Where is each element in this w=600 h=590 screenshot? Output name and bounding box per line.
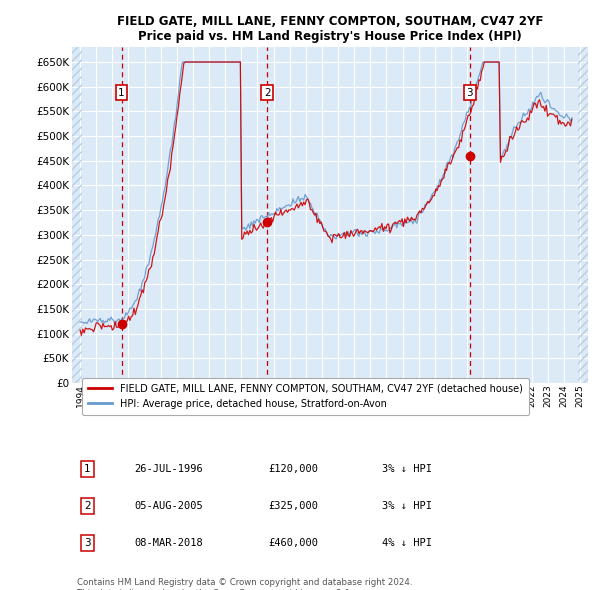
Text: 2: 2 [264, 87, 271, 97]
Text: 3% ↓ HPI: 3% ↓ HPI [382, 464, 431, 474]
Bar [72, 47, 82, 383]
Legend: FIELD GATE, MILL LANE, FENNY COMPTON, SOUTHAM, CV47 2YF (detached house), HPI: A: FIELD GATE, MILL LANE, FENNY COMPTON, SO… [82, 378, 529, 415]
Text: 08-MAR-2018: 08-MAR-2018 [134, 538, 203, 548]
Text: 4% ↓ HPI: 4% ↓ HPI [382, 538, 431, 548]
Text: 1: 1 [118, 87, 125, 97]
Text: £325,000: £325,000 [268, 501, 318, 511]
Bar [578, 47, 588, 383]
Text: 3: 3 [467, 87, 473, 97]
Text: 3% ↓ HPI: 3% ↓ HPI [382, 501, 431, 511]
Text: 2: 2 [84, 501, 91, 511]
Text: 1: 1 [84, 464, 91, 474]
Text: £460,000: £460,000 [268, 538, 318, 548]
Text: 3: 3 [84, 538, 91, 548]
Text: 05-AUG-2005: 05-AUG-2005 [134, 501, 203, 511]
Text: £120,000: £120,000 [268, 464, 318, 474]
Title: FIELD GATE, MILL LANE, FENNY COMPTON, SOUTHAM, CV47 2YF
Price paid vs. HM Land R: FIELD GATE, MILL LANE, FENNY COMPTON, SO… [117, 15, 543, 43]
Text: 26-JUL-1996: 26-JUL-1996 [134, 464, 203, 474]
Text: Contains HM Land Registry data © Crown copyright and database right 2024.
This d: Contains HM Land Registry data © Crown c… [77, 578, 413, 590]
